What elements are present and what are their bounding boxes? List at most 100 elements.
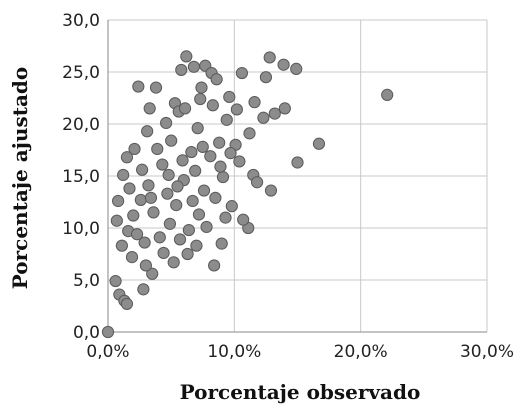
data-point — [220, 113, 233, 126]
data-point — [115, 239, 128, 252]
data-point — [182, 223, 195, 237]
data-point — [161, 187, 174, 200]
data-point — [191, 122, 204, 135]
data-point — [209, 191, 222, 204]
data-point — [109, 274, 122, 288]
y-tick-label: 20,0 — [62, 115, 100, 135]
y-axis-title: Porcentaje ajustado — [8, 67, 32, 289]
data-point — [120, 151, 134, 164]
data-point — [141, 125, 154, 138]
data-point — [268, 107, 281, 120]
data-point — [216, 170, 230, 184]
data-point — [125, 251, 139, 264]
data-point — [130, 228, 144, 241]
data-points — [101, 50, 394, 339]
data-point — [136, 163, 149, 176]
data-point — [290, 62, 303, 75]
data-point — [210, 73, 223, 86]
data-point — [225, 200, 238, 213]
y-tick-label: 5,0 — [73, 271, 100, 291]
data-point — [149, 81, 163, 94]
data-point — [156, 158, 169, 171]
data-point — [264, 184, 278, 197]
data-point — [233, 155, 246, 168]
x-tick-label: 30,0% — [460, 342, 514, 362]
data-point — [175, 63, 188, 77]
data-point — [197, 184, 211, 197]
tick-labels: 0,0 5,0 10,0 15,0 20,0 25,0 30,0 0,0% 10,0% 20,0%… — [62, 11, 514, 362]
x-tick-label: 20,0% — [334, 342, 388, 362]
data-point — [162, 168, 175, 182]
data-point — [146, 267, 159, 280]
data-point — [312, 137, 326, 150]
data-point — [257, 111, 270, 124]
y-tick-label: 30,0 — [62, 11, 100, 31]
data-point — [186, 194, 199, 208]
data-point — [248, 96, 261, 109]
data-point — [132, 80, 145, 93]
data-point — [185, 145, 198, 159]
data-point — [176, 154, 189, 167]
data-point — [243, 127, 256, 140]
data-point — [192, 208, 206, 221]
data-point — [151, 142, 164, 156]
data-point — [208, 259, 221, 272]
data-point — [213, 136, 226, 149]
data-point — [101, 325, 115, 339]
data-point — [171, 180, 184, 193]
data-point — [277, 58, 290, 71]
data-point — [224, 147, 237, 160]
data-point — [170, 199, 183, 212]
data-point — [137, 283, 150, 296]
data-point — [259, 71, 273, 84]
data-point — [195, 81, 208, 94]
y-tick-label: 0,0 — [73, 323, 100, 343]
data-point — [194, 92, 207, 106]
data-point — [117, 168, 130, 182]
data-point — [250, 176, 264, 189]
data-point — [165, 134, 178, 147]
data-point — [180, 50, 193, 63]
data-point — [189, 164, 202, 177]
y-tick-label: 10,0 — [62, 219, 100, 239]
data-point — [167, 256, 180, 269]
data-point — [127, 209, 140, 222]
y-tick-label: 25,0 — [62, 63, 100, 83]
data-point — [196, 140, 209, 153]
data-point — [142, 179, 155, 192]
data-point — [187, 60, 201, 73]
data-point — [223, 90, 236, 104]
data-point — [143, 102, 156, 115]
data-point — [110, 214, 123, 227]
data-point — [153, 231, 166, 244]
data-point — [237, 213, 250, 226]
x-tick-label: 0,0% — [86, 342, 129, 362]
data-point — [134, 193, 147, 207]
data-point — [214, 160, 227, 173]
data-point — [190, 239, 203, 252]
data-point — [139, 259, 152, 272]
data-point — [263, 51, 276, 64]
data-point — [160, 116, 173, 130]
data-point — [128, 142, 141, 156]
data-point — [173, 233, 187, 246]
data-point — [181, 247, 194, 261]
data-point — [144, 191, 158, 204]
x-axis-title: Porcentaje observado — [180, 380, 421, 404]
data-point — [147, 206, 160, 219]
data-point — [215, 237, 228, 250]
data-point — [219, 211, 232, 224]
data-point — [157, 246, 170, 260]
y-tick-label: 15,0 — [62, 167, 100, 187]
data-point — [138, 236, 151, 249]
x-tick-label: 10,0% — [207, 342, 261, 362]
data-point — [204, 150, 217, 163]
data-point — [291, 156, 304, 169]
data-point — [381, 88, 394, 101]
data-point — [178, 102, 192, 115]
data-point — [235, 66, 249, 80]
data-point — [112, 194, 125, 208]
data-point — [120, 297, 134, 311]
data-point — [206, 99, 219, 112]
